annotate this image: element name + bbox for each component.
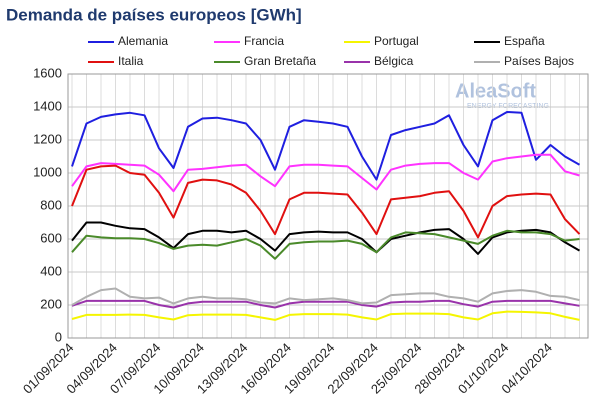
legend-label: Portugal [374, 34, 419, 48]
y-tick-label: 800 [40, 197, 62, 212]
legend-label: Francia [244, 34, 284, 48]
series-line [71, 299, 580, 309]
series-line [71, 229, 580, 260]
chart-title: Demanda de países europeos [GWh] [6, 5, 302, 24]
y-tick-label: 400 [40, 263, 62, 278]
series-line [71, 164, 581, 239]
y-tick-label: 0 [55, 329, 62, 344]
legend-label: Bélgica [374, 54, 414, 68]
series-line [71, 221, 580, 255]
y-tick-label: 200 [40, 296, 62, 311]
series-line [71, 111, 580, 181]
y-tick-label: 1600 [33, 65, 62, 80]
series-line [71, 310, 580, 321]
plot-border [67, 73, 589, 339]
y-tick-label: 600 [40, 230, 62, 245]
watermark-tagline: ENERGY FORECASTING [467, 103, 549, 110]
series-line [71, 287, 580, 306]
legend-label: Gran Bretaña [244, 54, 316, 68]
legend-label: España [504, 34, 545, 48]
legend-label: Alemania [118, 34, 168, 48]
y-tick-label: 1000 [33, 164, 62, 179]
y-tick-label: 1200 [33, 131, 62, 146]
y-tick-label: 1400 [33, 98, 62, 113]
legend-label: Países Bajos [504, 54, 574, 68]
watermark: AleaSoft [455, 80, 536, 102]
series-line [71, 153, 580, 193]
legend-label: Italia [118, 54, 144, 68]
